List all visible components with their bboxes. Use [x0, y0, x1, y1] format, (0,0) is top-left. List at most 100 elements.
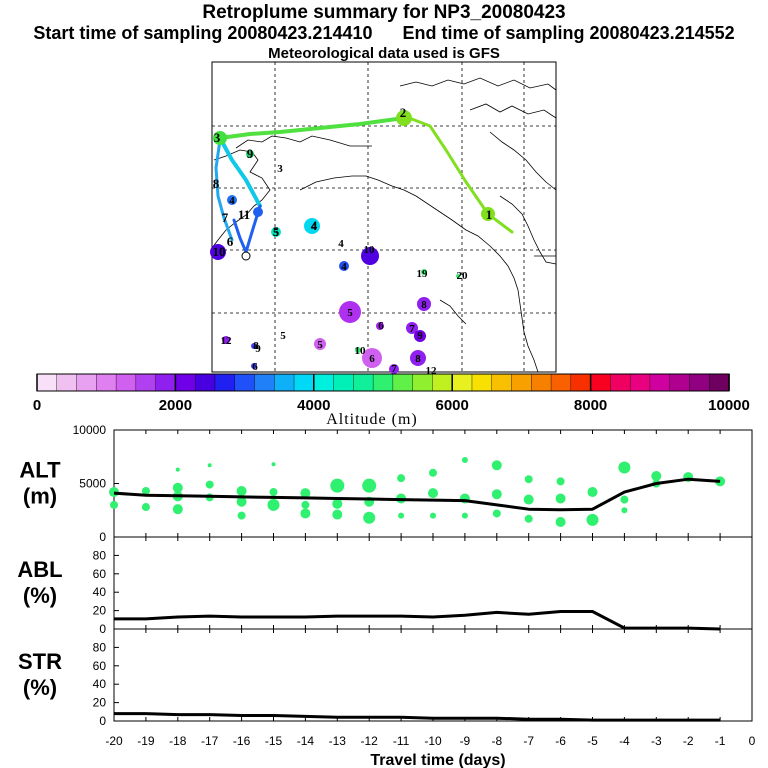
panel-label: STR	[18, 649, 62, 674]
altitude-point	[141, 503, 150, 512]
altitude-point	[524, 475, 533, 484]
track-label: 1	[486, 207, 493, 222]
colorbar-tick-label: 2000	[159, 397, 192, 414]
altitude-point	[621, 507, 628, 514]
y-tick-label: 20	[93, 604, 107, 618]
end-time: End time of sampling 20080423.214552	[402, 23, 735, 43]
altitude-point	[236, 485, 247, 496]
x-axis: -20 -19 -18 -17 -16 -15 -14 -13 -12 -11 -10 -9 -8 -7-…	[105, 734, 755, 748]
track-marker	[213, 131, 227, 145]
colorbar-tick-label: 6000	[436, 397, 469, 414]
altitude-point	[555, 517, 566, 528]
met-data-note: Meteorological data used is GFS	[268, 45, 500, 62]
colorbar-cell	[689, 373, 710, 392]
colorbar-cell	[234, 373, 256, 392]
colorbar-tick-label: 8000	[574, 397, 607, 414]
colorbar-cell	[353, 373, 374, 392]
colorbar-label: Altitude (m)	[326, 411, 418, 428]
x-tick-label: -7	[523, 734, 534, 748]
panel-unit-label: (m)	[23, 484, 57, 509]
altitude-point	[587, 487, 598, 498]
altitude-point	[428, 488, 438, 499]
x-tick-label: -19	[137, 734, 155, 748]
x-tick-label: -3	[651, 734, 662, 748]
cluster-label: 4	[311, 221, 317, 233]
colorbar-cell	[274, 373, 295, 392]
altitude-point	[362, 478, 377, 493]
colorbar-cell	[313, 373, 335, 392]
colorbar-cell	[531, 373, 552, 392]
cluster-label: 9	[255, 343, 261, 355]
track-label: 2	[400, 105, 407, 120]
altitude-point	[620, 495, 629, 504]
panel-unit-label: (%)	[23, 583, 57, 608]
x-axis-label: Travel time (days)	[370, 752, 505, 768]
altitude-point	[398, 512, 405, 519]
colorbar-cell	[590, 373, 612, 392]
colorbar-cell	[471, 373, 493, 392]
altitude-point	[618, 461, 631, 474]
plume-marker	[304, 218, 320, 234]
cluster-label: 20	[457, 270, 469, 282]
x-tick-label: -9	[460, 734, 471, 748]
y-tick-label: 0	[99, 714, 106, 728]
colorbar-cell	[452, 373, 473, 392]
altitude-point	[332, 509, 343, 520]
colorbar-cell	[709, 373, 730, 392]
cluster-label: 9	[417, 330, 423, 342]
cluster-label: 6	[378, 320, 384, 332]
track-label: 3	[214, 130, 221, 145]
altitude-point	[461, 456, 468, 463]
x-tick-label: -18	[169, 734, 187, 748]
x-tick-label: -4	[619, 734, 630, 748]
panel-str: 0 20 40 60 80 STR(%)	[18, 628, 753, 728]
altitude-point	[172, 504, 183, 515]
cluster-label: 5	[273, 227, 279, 239]
colorbar-cell	[669, 373, 691, 392]
plume-marker	[389, 364, 399, 374]
altitude-point	[236, 496, 247, 507]
cluster-label: 8	[415, 353, 421, 365]
x-tick-label: -1	[715, 734, 726, 748]
panel-frame	[113, 628, 753, 722]
track-marker	[253, 207, 263, 217]
x-tick-label: -15	[265, 734, 283, 748]
cluster-label: 3	[277, 163, 283, 175]
colorbar-cell	[214, 373, 236, 392]
altitude-point	[207, 463, 212, 468]
cluster-label: 12	[221, 335, 233, 347]
cluster-label: 8	[253, 340, 259, 352]
colorbar-cell	[115, 373, 137, 392]
colorbar-cell	[36, 373, 58, 392]
cluster-label: 5	[280, 330, 286, 342]
cluster-label: 6	[369, 353, 375, 365]
colorbar-cell	[610, 373, 631, 392]
track-marker	[241, 251, 251, 261]
plume-marker	[339, 261, 349, 271]
plume-marker	[251, 343, 257, 349]
start-time: Start time of sampling 20080423.214410	[33, 23, 373, 43]
plume-marker	[406, 322, 418, 334]
colorbar-cell	[333, 373, 355, 392]
plume-markers	[222, 150, 460, 374]
track-markers	[210, 110, 495, 261]
altitude-point	[651, 471, 662, 482]
plume-marker	[421, 269, 427, 275]
colorbar-cell	[491, 373, 513, 392]
altitude-point	[271, 462, 276, 467]
panel-abl: 0 20 40 60 80 ABL(%)	[17, 536, 753, 636]
altitude-point	[301, 500, 310, 509]
x-tick-label: -20	[105, 734, 123, 748]
altitude-point	[269, 488, 278, 497]
y-tick-label: 5000	[79, 477, 106, 491]
plume-marker	[271, 227, 281, 237]
colorbar-cell	[135, 373, 157, 392]
altitude-point	[172, 482, 183, 493]
plume-marker	[414, 330, 426, 342]
cluster-label: 6	[252, 361, 258, 373]
colorbar-tick-label: 10000	[708, 397, 750, 414]
plume-marker	[456, 274, 460, 278]
plume-marker	[362, 348, 382, 368]
altitude-point	[491, 460, 502, 471]
